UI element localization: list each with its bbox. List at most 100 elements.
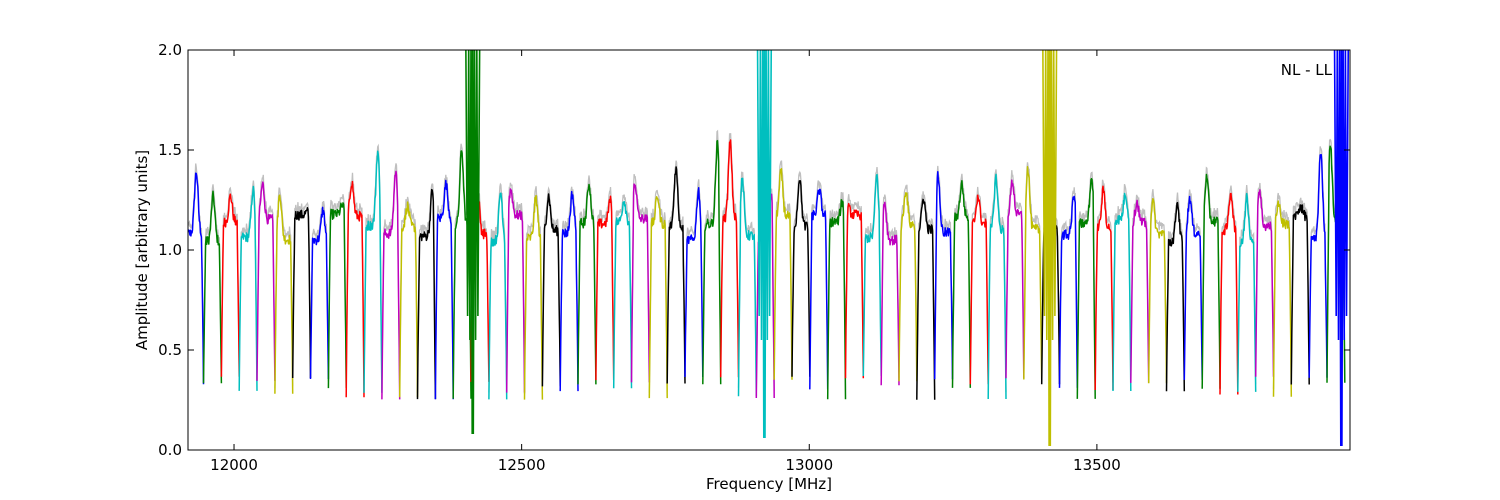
reference-trace <box>1094 179 1114 383</box>
channel-trace <box>238 185 258 391</box>
reference-trace <box>399 196 419 393</box>
reference-trace <box>809 180 829 382</box>
reference-trace <box>1076 171 1096 395</box>
channel-trace <box>1219 192 1239 395</box>
channel-trace <box>719 139 740 378</box>
reference-trace <box>791 170 811 371</box>
channel-trace <box>1094 185 1114 391</box>
channel-trace <box>291 206 312 379</box>
x-tick-label: 13000 <box>785 456 833 474</box>
channel-trace <box>1147 198 1168 384</box>
channel-trace <box>1005 179 1025 379</box>
plot-frame <box>187 49 1351 451</box>
channel-trace <box>434 179 454 400</box>
channel-trace <box>202 190 223 384</box>
x-tick-label: 12000 <box>210 456 258 474</box>
channel-trace <box>1130 199 1150 383</box>
channel-trace <box>1254 189 1275 377</box>
channel-trace <box>612 200 633 389</box>
reference-trace <box>1290 197 1310 379</box>
reference-trace <box>327 194 347 382</box>
reference-trace <box>844 194 864 370</box>
channel-trace <box>987 173 1007 400</box>
channel-trace <box>702 139 722 385</box>
channel-trace <box>737 177 758 397</box>
reference-trace <box>898 184 918 375</box>
channel-trace <box>595 195 615 381</box>
channel-trace <box>1272 200 1293 397</box>
channel-trace <box>541 193 561 387</box>
reference-trace <box>702 129 722 377</box>
channel-trace <box>1237 192 1257 392</box>
channel-trace <box>220 193 240 377</box>
axis-ticks: 12000 12500 13000 13500 0.0 0.5 1.0 1.5 2.0 <box>158 41 1350 474</box>
channel-trace <box>1201 173 1221 389</box>
channel-trace <box>648 196 668 399</box>
channel-trace <box>630 183 651 383</box>
channel-trace <box>523 194 544 400</box>
x-axis-label: Frequency [MHz] <box>706 475 832 493</box>
channel-trace <box>684 187 704 378</box>
channel-trace <box>969 194 989 385</box>
channel-trace <box>416 188 437 400</box>
channel-trace <box>826 199 847 400</box>
reference-trace <box>951 173 971 381</box>
channel-trace <box>880 201 900 386</box>
reference-trace <box>1255 182 1275 373</box>
reference-trace <box>666 160 686 378</box>
reference-trace <box>220 186 240 372</box>
reference-trace <box>969 186 989 379</box>
channel-trace <box>844 202 865 379</box>
y-tick-label: 1.5 <box>158 141 182 159</box>
y-tick-label: 0.0 <box>158 441 182 459</box>
channel-trace <box>1308 153 1328 378</box>
y-tick-label: 2.0 <box>158 41 182 59</box>
channel-trace <box>791 180 811 377</box>
reference-trace <box>1272 192 1292 391</box>
channel-trace <box>1023 165 1043 380</box>
channel-trace <box>505 188 526 393</box>
reference-trace <box>292 201 312 372</box>
channel-trace <box>363 150 383 393</box>
channel-trace <box>1183 195 1203 380</box>
channel-trace <box>933 170 954 380</box>
channel-trace <box>898 192 918 382</box>
reference-trace <box>630 174 650 375</box>
channel-trace <box>256 181 276 381</box>
channel-trace-group <box>188 50 1350 447</box>
channel-trace <box>327 202 347 389</box>
channel-trace <box>488 192 508 400</box>
channel-trace <box>381 170 401 400</box>
channel-trace <box>773 167 793 380</box>
channel-trace <box>577 183 597 385</box>
channel-trace <box>809 188 829 390</box>
reference-trace <box>737 171 757 388</box>
reference-trace <box>934 165 954 375</box>
y-tick-label: 0.5 <box>158 341 182 359</box>
channel-trace <box>666 166 686 384</box>
x-tick-label: 12500 <box>498 456 546 474</box>
plot-annotation: NL - LL <box>1281 61 1333 79</box>
channel-trace <box>1290 204 1310 385</box>
channel-trace <box>274 194 294 394</box>
channel-trace <box>1165 201 1186 392</box>
channel-trace <box>188 172 205 385</box>
reference-trace <box>720 133 740 370</box>
channel-trace <box>1076 177 1096 399</box>
channel-trace <box>862 173 882 377</box>
channel-trace <box>1112 192 1132 392</box>
reference-trace <box>880 194 900 379</box>
channel-trace <box>309 206 330 380</box>
channel-trace <box>916 198 936 400</box>
reference-trace <box>827 191 847 393</box>
x-tick-label: 13500 <box>1073 456 1121 474</box>
channel-trace <box>559 190 579 392</box>
channel-trace <box>398 201 419 398</box>
y-tick-label: 1.0 <box>158 241 182 259</box>
channel-trace <box>951 179 972 388</box>
channel-trace <box>1058 195 1079 388</box>
y-axis-label: Amplitude [arbitrary units] <box>133 150 151 350</box>
channel-trace <box>345 180 365 398</box>
reference-trace <box>613 194 633 384</box>
